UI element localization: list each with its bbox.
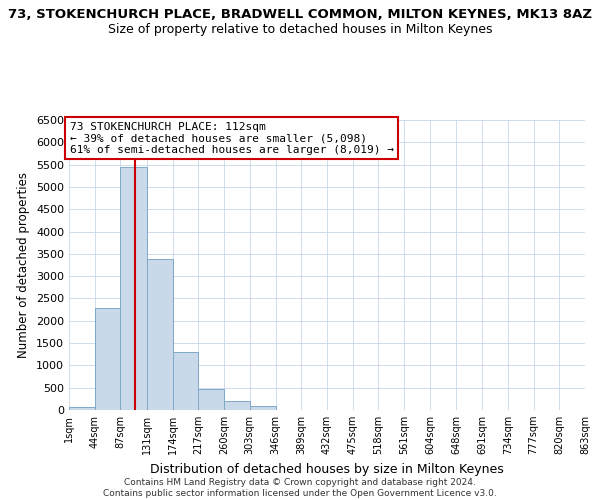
Bar [95, 308, 121, 410]
Text: Size of property relative to detached houses in Milton Keynes: Size of property relative to detached ho… [108, 22, 492, 36]
Bar [69, 406, 95, 410]
Bar [147, 259, 173, 410]
Bar [198, 388, 224, 410]
Y-axis label: Number of detached properties: Number of detached properties [17, 172, 31, 358]
Bar [224, 402, 250, 410]
X-axis label: Distribution of detached houses by size in Milton Keynes: Distribution of detached houses by size … [150, 462, 504, 475]
Text: Contains HM Land Registry data © Crown copyright and database right 2024.
Contai: Contains HM Land Registry data © Crown c… [103, 478, 497, 498]
Text: 73, STOKENCHURCH PLACE, BRADWELL COMMON, MILTON KEYNES, MK13 8AZ: 73, STOKENCHURCH PLACE, BRADWELL COMMON,… [8, 8, 592, 20]
Bar [121, 167, 147, 410]
Text: 73 STOKENCHURCH PLACE: 112sqm
← 39% of detached houses are smaller (5,098)
61% o: 73 STOKENCHURCH PLACE: 112sqm ← 39% of d… [70, 122, 394, 155]
Bar [173, 352, 198, 410]
Bar [250, 406, 275, 410]
